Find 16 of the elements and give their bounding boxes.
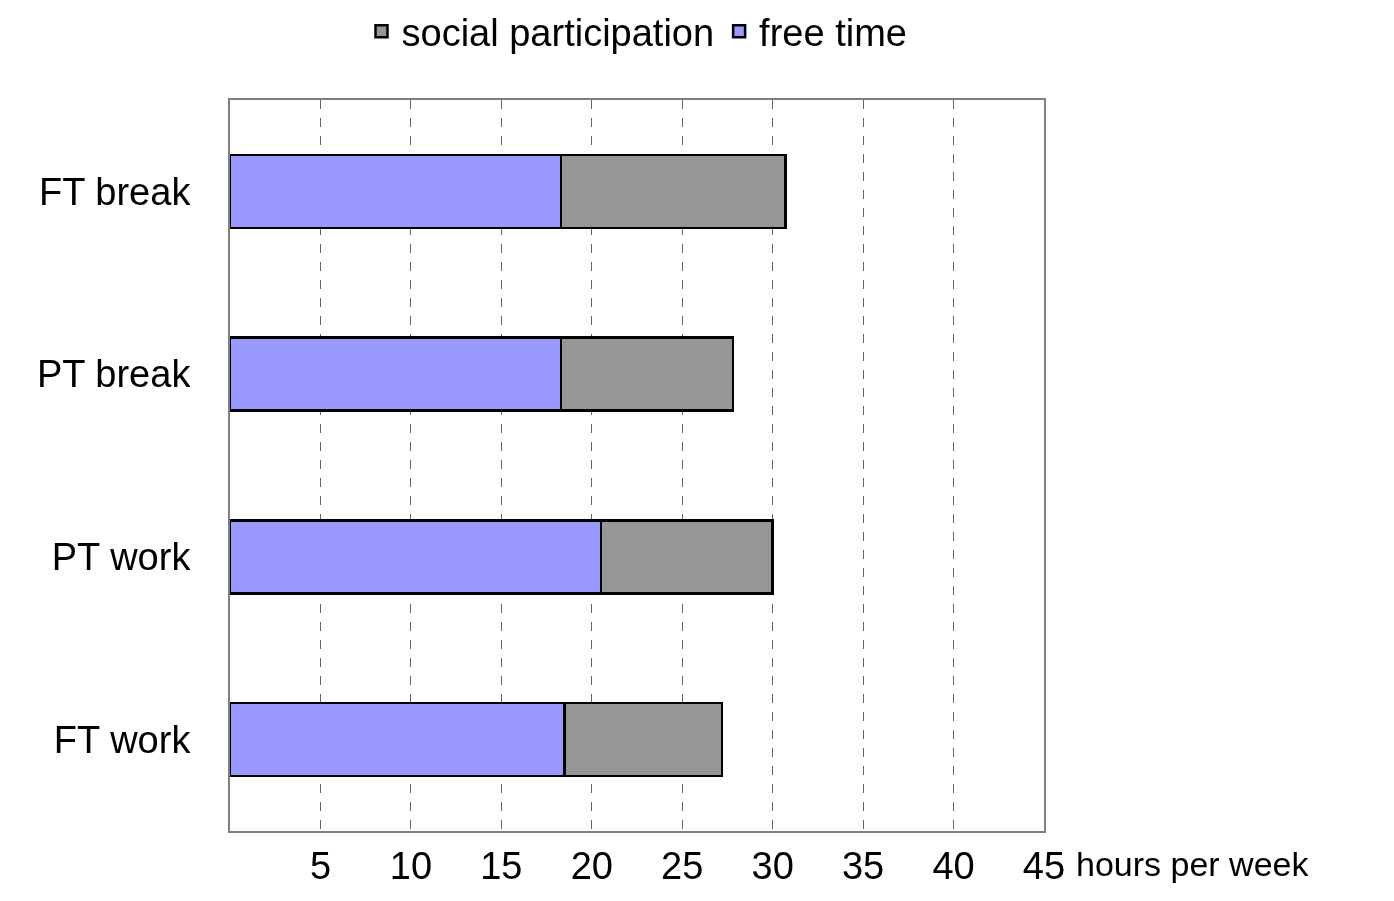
x-tick-label: 45	[1022, 844, 1066, 887]
x-tick-label: 5	[309, 844, 332, 887]
y-tick-label: FT work	[53, 718, 192, 761]
x-tick-label: 20	[570, 844, 613, 887]
y-tick-label: FT break	[39, 170, 192, 213]
x-tick-label: 10	[389, 844, 433, 887]
x-tick-label: 35	[841, 844, 885, 887]
legend-label: social participation	[401, 12, 715, 55]
y-tick-label: PT break	[36, 353, 192, 396]
legend-label: free time	[759, 12, 907, 55]
x-tick-label: 25	[661, 844, 704, 887]
x-tick-label: 15	[480, 844, 523, 887]
x-axis-title: hours per week	[1076, 845, 1310, 883]
x-tick-label: 40	[932, 844, 975, 887]
x-tick-label: 30	[751, 844, 794, 887]
y-tick-label: PT work	[51, 536, 192, 579]
